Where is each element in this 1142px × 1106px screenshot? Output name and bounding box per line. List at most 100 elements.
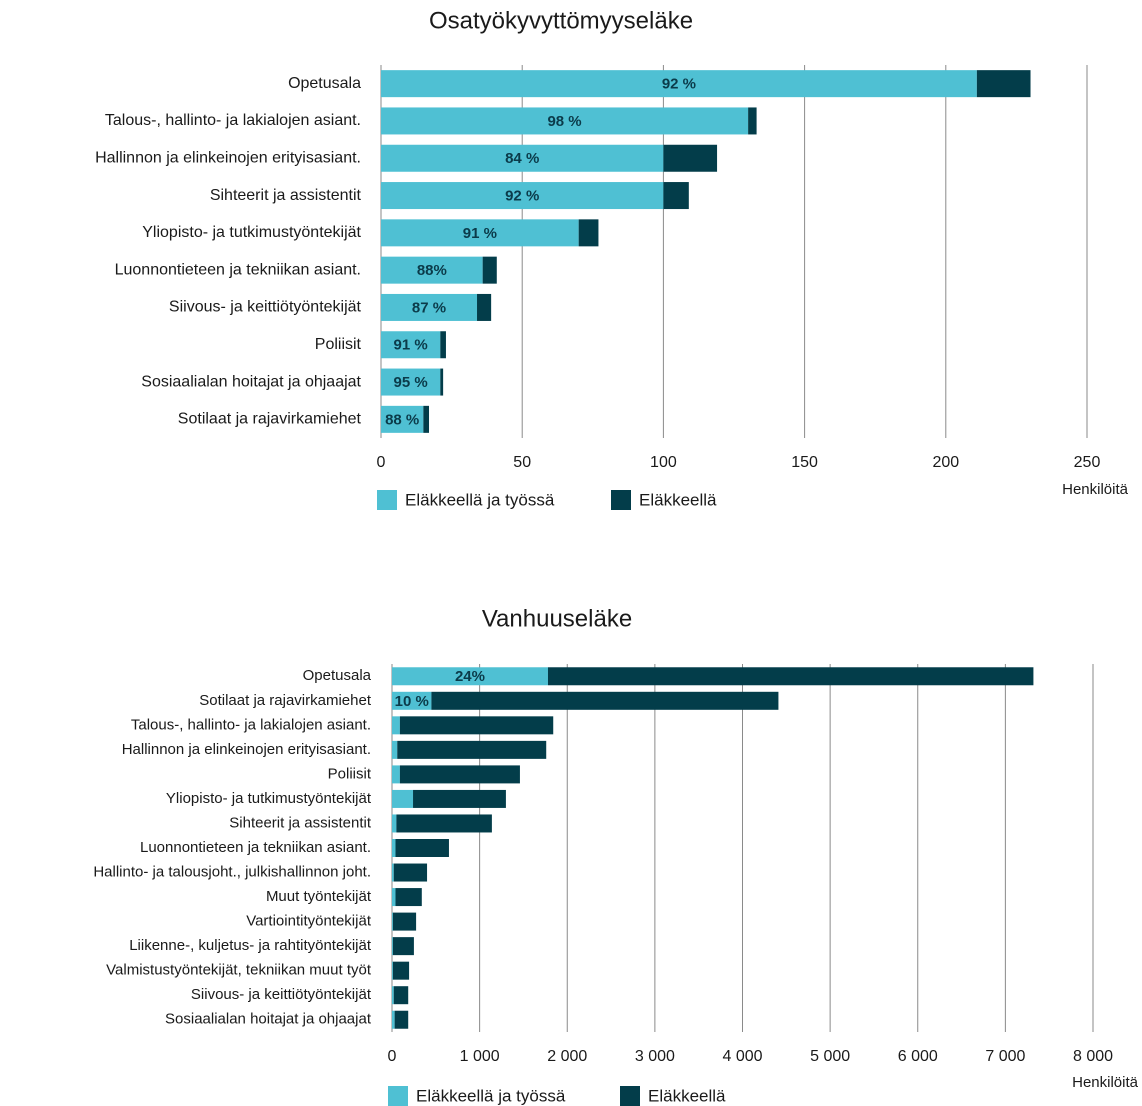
legend-label: Eläkkeellä: [639, 490, 717, 509]
x-tick-label: 150: [791, 454, 818, 471]
bar-segment: [578, 219, 599, 247]
bar-segment: [381, 182, 664, 210]
x-tick-label: 4 000: [722, 1048, 762, 1065]
category-label: Opetusala: [303, 667, 372, 684]
category-label: Opetusala: [288, 75, 361, 92]
x-axis-label: Henkilöitä: [1072, 1074, 1139, 1091]
bar-segment: [381, 107, 749, 135]
bar-segment: [431, 691, 779, 710]
legend-swatch: [611, 490, 631, 510]
legend-label: Eläkkeellä ja työssä: [405, 490, 555, 509]
category-label: Sihteerit ja assistentit: [210, 187, 362, 204]
category-label: Siivous- ja keittiötyöntekijät: [191, 986, 372, 1003]
bar-segment: [392, 937, 414, 956]
bar-segment: [547, 667, 1034, 686]
bar-segment: [393, 863, 428, 882]
category-label: Yliopisto- ja tutkimustyöntekijät: [142, 224, 361, 241]
bar-segment: [976, 70, 1031, 98]
category-label: Sotilaat ja rajavirkamiehet: [199, 692, 372, 709]
bar-segment: [440, 331, 446, 359]
x-tick-label: 250: [1074, 454, 1101, 471]
bar-segment: [392, 765, 400, 784]
chart-title: Vanhuuseläke: [482, 605, 632, 632]
category-label: Poliisit: [315, 336, 362, 353]
bar-label: 88%: [417, 262, 447, 279]
bar-segment: [392, 691, 432, 710]
x-tick-label: 8 000: [1073, 1048, 1113, 1065]
legend-swatch: [388, 1086, 408, 1106]
bar-segment: [392, 814, 397, 833]
bar-label: 91 %: [394, 337, 428, 354]
bar-segment: [392, 961, 410, 980]
bar-segment: [381, 256, 483, 284]
bar-label: 98 %: [547, 113, 581, 130]
chart-title: Osatyökyvyttömyyseläke: [429, 7, 693, 34]
category-label: Muut työntekijät: [266, 888, 372, 905]
bar-segment: [392, 1010, 395, 1029]
bar-label: 91 %: [463, 225, 497, 242]
category-label: Sosiaalialan hoitajat ja ohjaajat: [165, 1011, 372, 1028]
bar-segment: [392, 667, 548, 686]
bar-segment: [381, 219, 579, 247]
bar-segment: [482, 256, 497, 284]
category-label: Luonnontieteen ja tekniikan asiant.: [140, 839, 371, 856]
bar-label: 84 %: [505, 150, 539, 167]
bar-label: 87 %: [412, 299, 446, 316]
bar-segment: [381, 293, 478, 321]
bar-segment: [381, 405, 424, 433]
x-tick-label: 7 000: [985, 1048, 1025, 1065]
x-tick-label: 3 000: [635, 1048, 675, 1065]
bar-segment: [392, 937, 393, 956]
bar-segment: [413, 789, 506, 808]
bar-segment: [392, 986, 394, 1005]
category-label: Talous-, hallinto- ja lakialojen asiant.: [105, 112, 361, 129]
category-label: Talous-, hallinto- ja lakialojen asiant.: [131, 716, 371, 733]
category-label: Hallinnon ja elinkeinojen erityisasiant.: [122, 741, 371, 758]
bar-segment: [392, 888, 396, 907]
x-axis-label: Henkilöitä: [1062, 481, 1129, 498]
legend-swatch: [620, 1086, 640, 1106]
bar-segment: [381, 368, 441, 396]
bar-segment: [399, 716, 554, 735]
bar-label: 88 %: [385, 411, 419, 428]
category-label: Poliisit: [328, 765, 372, 782]
bar-segment: [392, 961, 393, 980]
category-label: Sihteerit ja assistentit: [229, 814, 372, 831]
bar-segment: [393, 986, 409, 1005]
bar-label: 95 %: [394, 374, 428, 391]
bar-segment: [397, 740, 547, 759]
category-label: Hallinto- ja talousjoht., julkishallinno…: [93, 864, 371, 881]
x-tick-label: 0: [377, 454, 386, 471]
category-label: Luonnontieteen ja tekniikan asiant.: [115, 261, 361, 278]
x-tick-label: 0: [388, 1048, 397, 1065]
category-label: Hallinnon ja elinkeinojen erityisasiant.: [95, 149, 361, 166]
bar-segment: [399, 765, 520, 784]
x-tick-label: 6 000: [898, 1048, 938, 1065]
bar-segment: [392, 912, 393, 931]
x-tick-label: 100: [650, 454, 677, 471]
legend-label: Eläkkeellä: [648, 1086, 726, 1105]
bar-label: 10 %: [395, 693, 429, 710]
x-tick-label: 1 000: [460, 1048, 500, 1065]
legend-label: Eläkkeellä ja työssä: [416, 1086, 566, 1105]
category-label: Yliopisto- ja tutkimustyöntekijät: [166, 790, 372, 807]
bar-label: 24%: [455, 668, 485, 685]
bar-segment: [381, 144, 664, 172]
bar-segment: [440, 368, 444, 396]
category-label: Vartiointityöntekijät: [246, 913, 372, 930]
bar-segment: [392, 912, 417, 931]
bar-segment: [392, 839, 396, 857]
bar-label: 92 %: [505, 188, 539, 205]
x-tick-label: 5 000: [810, 1048, 850, 1065]
x-tick-label: 200: [932, 454, 959, 471]
legend-swatch: [377, 490, 397, 510]
bar-segment: [748, 107, 757, 135]
bar-segment: [392, 716, 400, 735]
x-tick-label: 2 000: [547, 1048, 587, 1065]
category-label: Valmistustyöntekijät, tekniikan muut työ…: [106, 962, 372, 979]
bar-segment: [396, 814, 492, 833]
bar-label: 92 %: [662, 76, 696, 93]
category-label: Sotilaat ja rajavirkamiehet: [178, 411, 362, 428]
bar-segment: [381, 331, 441, 359]
